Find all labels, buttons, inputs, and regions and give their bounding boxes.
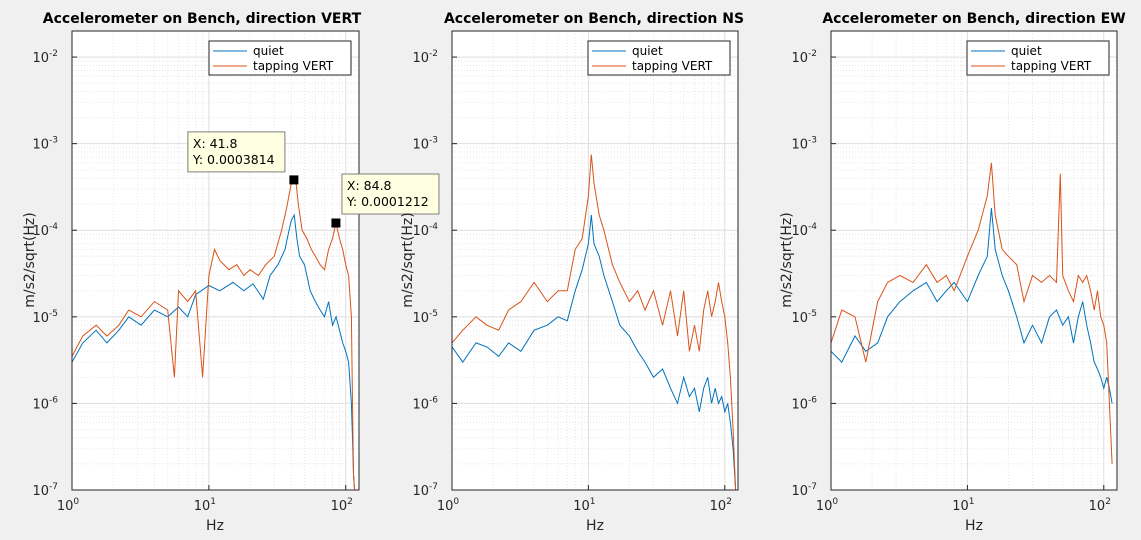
series-line-tapping <box>72 176 356 490</box>
y-tick-label-exponent: -5 <box>49 309 58 319</box>
panel-vert: Accelerometer on Bench, direction VERT 1… <box>22 11 440 534</box>
x-tick-label-exponent: 0 <box>73 497 79 507</box>
y-tick-label-exponent: -2 <box>49 49 58 59</box>
y-tick-label-exponent: -7 <box>49 482 58 492</box>
y-tick-label-exponent: -7 <box>429 482 438 492</box>
y-tick-label-exponent: -2 <box>808 49 817 59</box>
y-axis-label: m/s2/sqrt(Hz) <box>400 212 416 308</box>
datatip-box <box>341 173 440 215</box>
datatip-y: Y: 0.0001212 <box>346 194 429 209</box>
x-tick-label-exponent: 1 <box>590 497 596 507</box>
datatip-marker <box>331 218 341 228</box>
x-tick-label-exponent: 2 <box>1105 497 1111 507</box>
y-tick-label-exponent: -5 <box>429 309 438 319</box>
datatip: X: 41.8Y: 0.0003814 <box>187 131 299 185</box>
plot-background <box>452 31 738 490</box>
plot-background <box>831 31 1117 490</box>
y-tick-label-exponent: -6 <box>49 395 58 405</box>
x-axis-label: Hz <box>206 518 224 534</box>
datatip-box <box>187 131 286 173</box>
y-tick-label-exponent: -7 <box>808 482 817 492</box>
axes-box <box>71 30 360 491</box>
panel-ew: Accelerometer on Bench, direction EW 100… <box>779 11 1126 534</box>
legend-label: tapping VERT <box>253 59 334 73</box>
legend-label: quiet <box>1011 44 1042 58</box>
legend-label: tapping VERT <box>632 59 713 73</box>
y-tick-label-exponent: -4 <box>808 222 817 232</box>
x-tick-label-exponent: 0 <box>832 497 838 507</box>
x-axis-label: Hz <box>965 518 983 534</box>
legend-box <box>966 40 1110 76</box>
legend-box <box>587 40 731 76</box>
y-tick-label-exponent: -3 <box>49 136 58 146</box>
datatip-x: X: 41.8 <box>193 136 238 151</box>
axes-box <box>830 30 1118 491</box>
legend-box <box>208 40 352 76</box>
series-line-tapping <box>452 154 737 490</box>
series-line-quiet <box>831 208 1113 404</box>
chart-title: Accelerometer on Bench, direction EW <box>822 11 1125 27</box>
x-tick-label-exponent: 2 <box>347 497 353 507</box>
y-tick-label-exponent: -4 <box>49 222 58 232</box>
x-tick-label-exponent: 1 <box>210 497 216 507</box>
chart-title: Accelerometer on Bench, direction NS <box>444 11 744 27</box>
y-tick-label-exponent: -3 <box>808 136 817 146</box>
x-tick-label-exponent: 2 <box>726 497 732 507</box>
datatip-marker <box>289 175 299 185</box>
y-tick-label-exponent: -4 <box>429 222 438 232</box>
y-tick-label-exponent: -3 <box>429 136 438 146</box>
series-line-tapping <box>831 162 1113 464</box>
x-tick-label-exponent: 0 <box>453 497 459 507</box>
axes-box <box>451 30 739 491</box>
plot-background <box>72 31 359 490</box>
datatip: X: 84.8Y: 0.0001212 <box>331 173 440 228</box>
chart-title: Accelerometer on Bench, direction VERT <box>43 11 362 27</box>
y-tick-label-exponent: -2 <box>429 49 438 59</box>
datatip-y: Y: 0.0003814 <box>192 152 275 167</box>
x-tick-label-exponent: 1 <box>969 497 975 507</box>
x-axis-label: Hz <box>586 518 604 534</box>
y-tick-label-exponent: -5 <box>808 309 817 319</box>
legend-label: quiet <box>253 44 284 58</box>
panel-ns: Accelerometer on Bench, direction NS 100… <box>400 11 744 534</box>
datatip-x: X: 84.8 <box>347 178 392 193</box>
legend-label: quiet <box>632 44 663 58</box>
y-tick-label-exponent: -6 <box>808 395 817 405</box>
series-line-quiet <box>452 214 737 490</box>
y-axis-label: m/s2/sqrt(Hz) <box>779 212 795 308</box>
y-tick-label-exponent: -6 <box>429 395 438 405</box>
y-axis-label: m/s2/sqrt(Hz) <box>22 212 38 308</box>
legend-label: tapping VERT <box>1011 59 1092 73</box>
series-line-quiet <box>72 213 356 490</box>
